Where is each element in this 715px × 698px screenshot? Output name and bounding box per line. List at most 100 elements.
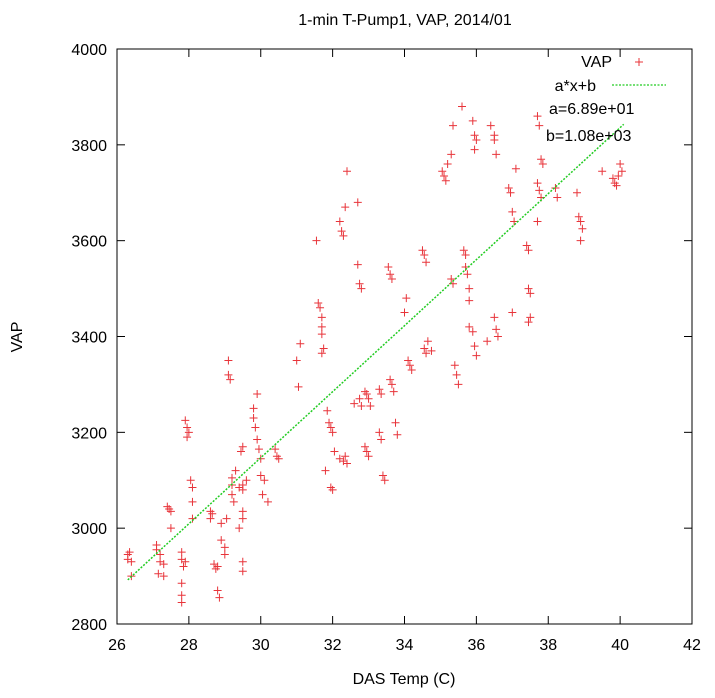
x-tick-label: 40: [611, 637, 629, 654]
data-point: [614, 171, 623, 180]
legend-b-value: b=1.08e+03: [546, 128, 632, 145]
data-point: [483, 337, 492, 346]
data-point: [422, 349, 431, 358]
data-point: [316, 303, 325, 312]
data-point: [537, 155, 546, 164]
data-point: [535, 186, 544, 195]
data-point: [492, 150, 501, 159]
data-point: [355, 394, 364, 403]
data-point: [461, 251, 470, 260]
data-point: [504, 183, 513, 192]
data-point: [154, 569, 163, 578]
x-tick-label: 28: [180, 637, 198, 654]
data-point: [294, 382, 303, 391]
data-point: [400, 308, 409, 317]
data-point: [508, 207, 517, 216]
data-point: [578, 224, 587, 233]
data-point: [616, 160, 625, 168]
data-point: [364, 452, 373, 461]
fit-line: [127, 123, 625, 581]
data-point: [360, 442, 369, 451]
data-point: [427, 346, 436, 355]
data-point: [220, 550, 229, 559]
data-point: [238, 514, 247, 523]
data-point: [251, 423, 260, 432]
legend-marker-cross: [635, 58, 643, 66]
data-point: [465, 284, 474, 293]
data-point: [256, 471, 265, 480]
data-point: [366, 401, 375, 410]
data-point: [598, 167, 607, 176]
data-point: [258, 490, 267, 499]
data-point: [422, 258, 431, 267]
data-point: [353, 260, 362, 269]
data-point: [508, 308, 517, 317]
data-point: [389, 387, 398, 396]
data-point: [253, 390, 262, 398]
x-tick-label: 38: [539, 637, 557, 654]
data-point: [317, 349, 326, 358]
data-point: [220, 543, 229, 552]
data-point: [402, 294, 411, 303]
data-point: [188, 483, 197, 492]
data-point: [186, 476, 195, 485]
x-tick-label: 36: [467, 637, 485, 654]
data-point: [357, 401, 366, 410]
data-point: [459, 246, 468, 255]
data-point: [350, 399, 359, 408]
data-point: [522, 241, 531, 250]
legend-a-value: a=6.89e+01: [549, 101, 635, 118]
data-point: [375, 428, 384, 437]
data-point: [328, 428, 337, 437]
data-point: [533, 217, 542, 226]
data-point: [418, 246, 427, 255]
data-point: [362, 390, 371, 398]
data-point: [183, 433, 192, 442]
data-point: [254, 445, 263, 454]
data-point: [181, 557, 190, 566]
data-point: [438, 167, 447, 176]
data-point: [238, 485, 247, 494]
data-point: [608, 174, 617, 183]
data-point: [343, 459, 351, 468]
data-point: [292, 356, 301, 365]
data-point: [183, 423, 192, 432]
x-axis-label: DAS Temp (C): [353, 671, 456, 688]
data-point: [463, 270, 472, 279]
fit-line-layer: [127, 123, 625, 581]
data-point: [423, 337, 432, 346]
data-point: [468, 327, 477, 336]
data-point: [213, 562, 222, 571]
data-point: [238, 567, 247, 576]
y-tick-label: 2800: [71, 617, 107, 634]
data-point: [511, 164, 520, 173]
data-point: [449, 121, 458, 130]
data-point: [447, 275, 456, 283]
data-point: [321, 466, 330, 475]
data-point: [355, 279, 364, 288]
data-point: [224, 370, 233, 379]
data-point: [441, 176, 450, 185]
data-point: [391, 418, 400, 427]
data-point: [380, 476, 389, 485]
data-point: [159, 560, 168, 569]
data-point: [166, 524, 175, 533]
data-point: [339, 231, 348, 240]
data-point: [357, 284, 366, 293]
data-point: [213, 586, 222, 595]
data-point: [576, 236, 585, 245]
data-point: [337, 227, 346, 236]
legend-fit-label: a*x+b: [555, 78, 596, 95]
data-point: [229, 497, 238, 506]
data-point: [222, 514, 231, 523]
data-point: [387, 275, 396, 283]
data-point: [156, 550, 165, 559]
data-point: [242, 476, 251, 485]
data-point: [405, 361, 414, 370]
y-tick-label: 3600: [71, 234, 107, 251]
data-point: [538, 160, 547, 168]
data-point: [274, 454, 283, 463]
data-point: [323, 406, 332, 415]
data-point: [317, 330, 326, 339]
data-point: [325, 418, 334, 427]
